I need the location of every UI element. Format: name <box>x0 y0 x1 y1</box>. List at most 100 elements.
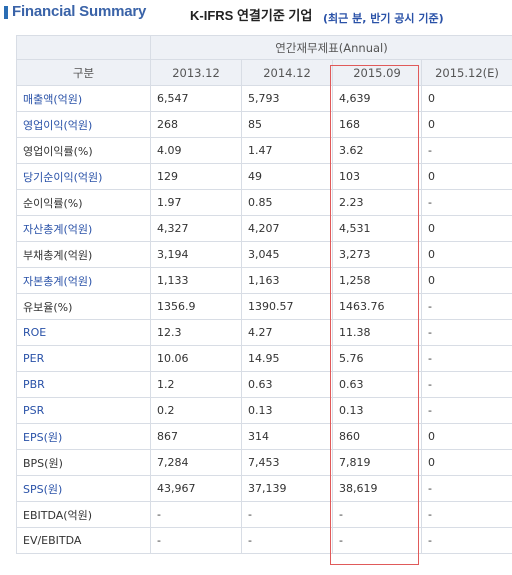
value-cell: 103 <box>332 163 422 190</box>
value-cell: - <box>421 527 512 554</box>
value-cell: - <box>150 501 242 528</box>
value-cell: 37,139 <box>241 475 333 502</box>
metric-label-link[interactable]: ROE <box>16 319 151 346</box>
value-cell: 6,547 <box>150 85 242 112</box>
column-header-2015-12e: 2015.12(E) <box>421 59 512 86</box>
value-cell: 4,531 <box>332 215 422 242</box>
table-row: EPS(원) 867 314 860 0 <box>16 423 512 450</box>
metric-label-link[interactable]: 매출액(억원) <box>16 85 151 112</box>
title-marker <box>4 6 8 19</box>
value-cell: 1.47 <box>241 137 333 164</box>
metric-label-link[interactable]: EPS(원) <box>16 423 151 450</box>
value-cell: 0 <box>421 111 512 138</box>
column-header-2013-12: 2013.12 <box>150 59 242 86</box>
metric-label-link[interactable]: PER <box>16 345 151 372</box>
value-cell: 0.63 <box>332 371 422 398</box>
value-cell: 129 <box>150 163 242 190</box>
table-row: 영업이익률(%) 4.09 1.47 3.62- <box>16 137 512 164</box>
value-cell: - <box>332 501 422 528</box>
column-header-2015-09: 2015.09 <box>332 59 422 86</box>
table-row: BPS(원) 7,284 7,453 7,819 0 <box>16 449 512 476</box>
value-cell: 0 <box>421 423 512 450</box>
metric-label: EBITDA(억원) <box>16 501 151 528</box>
metric-label-link[interactable]: PBR <box>16 371 151 398</box>
table-row: 매출액(억원) 6,547 5,793 4,639 0 <box>16 85 512 112</box>
metric-label-link[interactable]: 자산총계(억원) <box>16 215 151 242</box>
table-body: 매출액(억원) 6,547 5,793 4,639 0 영업이익(억원) 268 85 168 0… <box>16 85 512 554</box>
value-cell: - <box>241 527 333 554</box>
value-cell: - <box>421 293 512 320</box>
value-cell: 3.62 <box>332 137 422 164</box>
value-cell: 4,327 <box>150 215 242 242</box>
metric-label-link[interactable]: SPS(원) <box>16 475 151 502</box>
value-cell: 0.63 <box>241 371 333 398</box>
value-cell: - <box>421 319 512 346</box>
value-cell: 0.13 <box>241 397 333 424</box>
value-cell: 5,793 <box>241 85 333 112</box>
value-cell: 7,819 <box>332 449 422 476</box>
section-title: Financial Summary <box>12 3 147 20</box>
accounting-basis: K-IFRS 연결기준 기업 <box>190 8 313 23</box>
value-cell: 38,619 <box>332 475 422 502</box>
value-cell: 3,273 <box>332 241 422 268</box>
table-row: 당기순이익(억원) 129 49 103 0 <box>16 163 512 190</box>
metric-label-link[interactable]: PSR <box>16 397 151 424</box>
table-row: EBITDA(억원) - - - - <box>16 501 512 528</box>
value-cell: 0 <box>421 163 512 190</box>
value-cell: 1.97 <box>150 189 242 216</box>
value-cell: 0 <box>421 85 512 112</box>
value-cell: - <box>421 189 512 216</box>
value-cell: 860 <box>332 423 422 450</box>
table-row: 영업이익(억원) 268 85 168 0 <box>16 111 512 138</box>
metric-label: BPS(원) <box>16 449 151 476</box>
value-cell: 1463.76 <box>332 293 422 320</box>
table-row: ROE 12.3 4.27 11.38- <box>16 319 512 346</box>
column-header-2014-12: 2014.12 <box>241 59 333 86</box>
table-row: EV/EBITDA - - - - <box>16 527 512 554</box>
value-cell: - <box>241 501 333 528</box>
metric-label-link[interactable]: 당기순이익(억원) <box>16 163 151 190</box>
table-row: 부채총계(억원) 3,194 3,045 3,273 0 <box>16 241 512 268</box>
basis-note: (최근 분, 반기 공시 기준) <box>323 12 444 25</box>
category-header: 구분 <box>16 59 151 86</box>
value-cell: 1,163 <box>241 267 333 294</box>
table-row: SPS(원) 43,967 37,139 38,619- <box>16 475 512 502</box>
value-cell: 314 <box>241 423 333 450</box>
value-cell: 7,453 <box>241 449 333 476</box>
value-cell: - <box>421 501 512 528</box>
metric-label: 영업이익률(%) <box>16 137 151 164</box>
value-cell: 4.27 <box>241 319 333 346</box>
value-cell: 4,639 <box>332 85 422 112</box>
metric-label-link[interactable]: 영업이익(억원) <box>16 111 151 138</box>
value-cell: 0 <box>421 267 512 294</box>
metric-label: 유보율(%) <box>16 293 151 320</box>
value-cell: 3,194 <box>150 241 242 268</box>
value-cell: 1,258 <box>332 267 422 294</box>
table-row: PER 10.06 14.95 5.76- <box>16 345 512 372</box>
value-cell: - <box>332 527 422 554</box>
value-cell: - <box>421 371 512 398</box>
value-cell: 2.23 <box>332 189 422 216</box>
value-cell: 1.2 <box>150 371 242 398</box>
table-row: 유보율(%) 1356.9 1390.57 1463.76- <box>16 293 512 320</box>
header-corner-blank <box>16 35 151 60</box>
metric-label-link[interactable]: 자본총계(억원) <box>16 267 151 294</box>
table-row: PBR 1.2 0.63 0.63- <box>16 371 512 398</box>
value-cell: 14.95 <box>241 345 333 372</box>
value-cell: 0.2 <box>150 397 242 424</box>
section-header: Financial Summary K-IFRS 연결기준 기업 (최근 분, … <box>0 0 512 30</box>
value-cell: 7,284 <box>150 449 242 476</box>
value-cell: 11.38 <box>332 319 422 346</box>
value-cell: - <box>150 527 242 554</box>
value-cell: 1,133 <box>150 267 242 294</box>
value-cell: 268 <box>150 111 242 138</box>
annual-group-header: 연간재무제표(Annual) <box>150 35 512 60</box>
value-cell: 4.09 <box>150 137 242 164</box>
value-cell: 0.85 <box>241 189 333 216</box>
table-row: 자본총계(억원) 1,133 1,163 1,258 0 <box>16 267 512 294</box>
value-cell: - <box>421 345 512 372</box>
value-cell: - <box>421 137 512 164</box>
value-cell: 168 <box>332 111 422 138</box>
value-cell: 49 <box>241 163 333 190</box>
value-cell: 12.3 <box>150 319 242 346</box>
